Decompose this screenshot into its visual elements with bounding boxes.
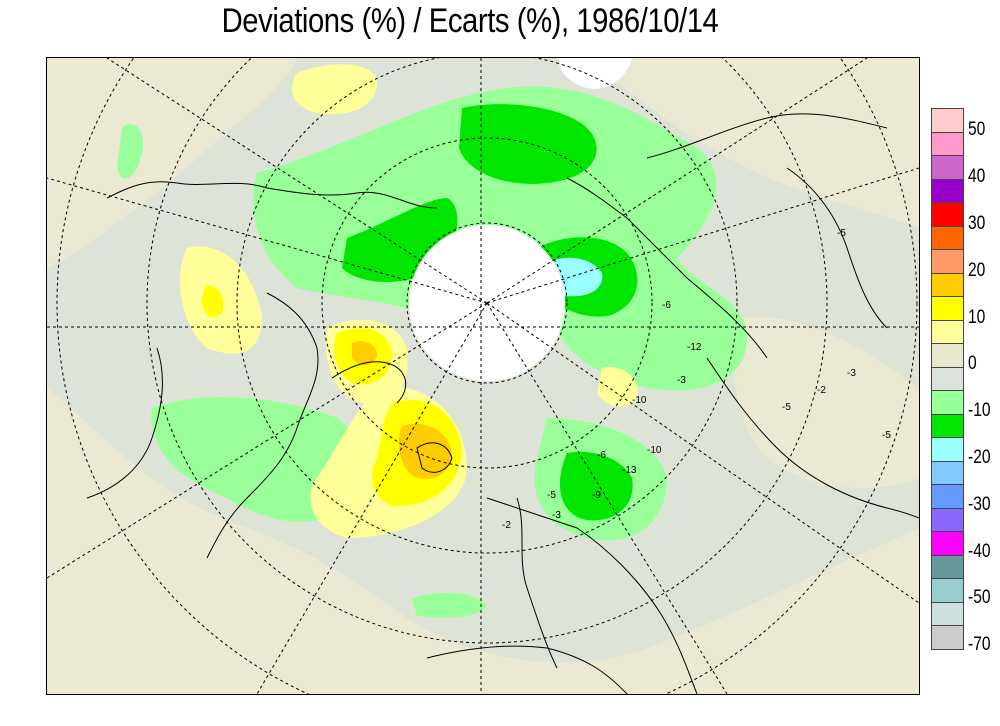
legend-tick-label: 30 bbox=[968, 213, 986, 234]
legend-swatch bbox=[931, 391, 964, 415]
svg-text:-3: -3 bbox=[552, 510, 561, 521]
legend-swatch bbox=[931, 320, 964, 344]
svg-text:-5: -5 bbox=[837, 228, 846, 239]
legend-tick-label: 40 bbox=[968, 166, 986, 188]
legend-swatch bbox=[931, 579, 964, 603]
svg-text:-5: -5 bbox=[547, 490, 556, 501]
map-title: Deviations (%) / Ecarts (%), 1986/10/14 bbox=[221, 2, 719, 40]
svg-text:-5: -5 bbox=[782, 402, 791, 413]
svg-text:-13: -13 bbox=[622, 465, 637, 476]
color-legend bbox=[931, 108, 964, 650]
contour-labels: -6 -12 -3 -10 -6 -13 -9 -5 -3 -2 -2 -3 -… bbox=[502, 228, 891, 531]
legend-swatch bbox=[931, 414, 964, 438]
legend-tick-label: -30 bbox=[968, 493, 991, 515]
legend-swatch bbox=[931, 532, 964, 556]
legend-swatch bbox=[931, 438, 964, 462]
legend-swatch bbox=[931, 273, 964, 297]
zero-band-regions bbox=[47, 58, 919, 694]
legend-tick-label: -50 bbox=[968, 587, 991, 609]
deviation-map: -6 -12 -3 -10 -6 -13 -9 -5 -3 -2 -2 -3 -… bbox=[46, 57, 920, 695]
legend-swatch bbox=[931, 203, 964, 227]
missing-data-patch bbox=[558, 58, 632, 89]
legend-swatch bbox=[931, 179, 964, 203]
legend-tick-label: -40 bbox=[968, 540, 991, 562]
svg-text:-10: -10 bbox=[632, 395, 647, 406]
map-canvas: -6 -12 -3 -10 -6 -13 -9 -5 -3 -2 -2 -3 -… bbox=[47, 58, 919, 694]
legend-tick-label: -10 bbox=[968, 400, 991, 422]
legend-swatch bbox=[931, 555, 964, 579]
legend-swatch bbox=[931, 626, 964, 650]
legend-tick-label: 50 bbox=[968, 119, 986, 141]
svg-text:-6: -6 bbox=[597, 450, 606, 461]
legend-swatch bbox=[931, 367, 964, 391]
legend-swatch bbox=[931, 602, 964, 626]
svg-text:-9: -9 bbox=[592, 490, 601, 501]
svg-text:-10: -10 bbox=[647, 445, 662, 456]
legend-swatch bbox=[931, 132, 964, 156]
legend-swatch bbox=[931, 250, 964, 274]
legend-tick-label: -20 bbox=[968, 447, 991, 468]
svg-text:-12: -12 bbox=[687, 342, 702, 353]
legend-swatch bbox=[931, 156, 964, 180]
legend-tick-label: 0 bbox=[968, 353, 977, 375]
svg-text:-5: -5 bbox=[882, 430, 891, 441]
positive-strong-regions bbox=[352, 341, 452, 479]
legend-swatch bbox=[931, 485, 964, 509]
legend-tick-label: 20 bbox=[968, 259, 986, 281]
svg-text:-3: -3 bbox=[677, 375, 686, 386]
legend-swatch bbox=[931, 344, 964, 368]
svg-text:-2: -2 bbox=[502, 520, 511, 531]
legend-swatch bbox=[931, 461, 964, 485]
legend-swatch bbox=[931, 297, 964, 321]
svg-text:-3: -3 bbox=[847, 368, 856, 379]
legend-tick-label: -70 bbox=[968, 634, 991, 656]
svg-text:-6: -6 bbox=[662, 300, 671, 311]
graticule bbox=[47, 58, 919, 694]
svg-text:-2: -2 bbox=[817, 385, 826, 396]
legend-swatch bbox=[931, 226, 964, 250]
legend-swatch bbox=[931, 508, 964, 532]
legend-tick-label: 10 bbox=[968, 306, 986, 328]
legend-swatch bbox=[931, 108, 964, 133]
coastlines bbox=[86, 113, 919, 694]
